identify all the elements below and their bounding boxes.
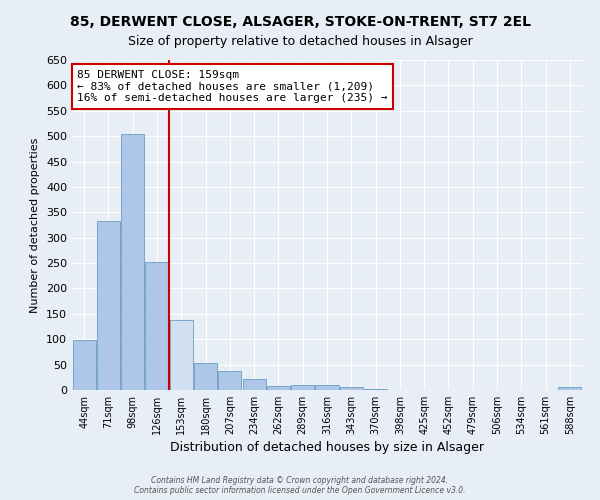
Bar (267, 386, 290, 390)
Bar (73, 340, 95, 390)
Text: 85 DERWENT CLOSE: 159sqm
← 83% of detached houses are smaller (1,209)
16% of sem: 85 DERWENT CLOSE: 159sqm ← 83% of detach… (77, 70, 388, 103)
Bar (97, 221, 120, 390)
Bar (218, 370, 241, 390)
Bar (242, 380, 266, 390)
Bar (364, 389, 387, 390)
Y-axis label: Number of detached properties: Number of detached properties (31, 138, 40, 312)
X-axis label: Distribution of detached houses by size in Alsager: Distribution of detached houses by size … (170, 441, 484, 454)
Bar (170, 320, 193, 390)
Bar (316, 385, 338, 390)
Bar (340, 388, 363, 390)
Text: Size of property relative to detached houses in Alsager: Size of property relative to detached ho… (128, 35, 472, 48)
Text: 85, DERWENT CLOSE, ALSAGER, STOKE-ON-TRENT, ST7 2EL: 85, DERWENT CLOSE, ALSAGER, STOKE-ON-TRE… (70, 15, 530, 29)
Text: Contains HM Land Registry data © Crown copyright and database right 2024.
Contai: Contains HM Land Registry data © Crown c… (134, 476, 466, 495)
Bar (194, 362, 217, 390)
Bar (145, 262, 169, 390)
Bar (121, 134, 144, 390)
Bar (559, 388, 581, 390)
Bar (291, 385, 314, 390)
